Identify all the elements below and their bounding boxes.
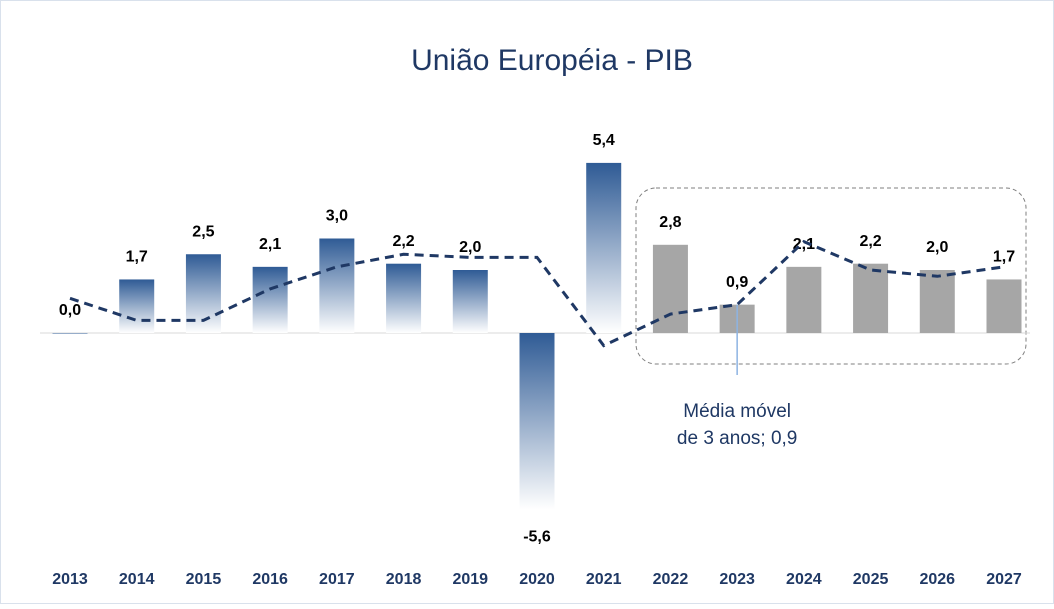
- bar: [252, 266, 288, 333]
- value-label: 1,7: [993, 249, 1015, 266]
- bar: [986, 279, 1022, 333]
- value-label: 2,0: [459, 239, 481, 256]
- value-label: 1,7: [126, 249, 148, 266]
- x-tick-label: 2024: [786, 571, 822, 588]
- x-tick-label: 2017: [319, 571, 355, 588]
- bar: [919, 270, 955, 333]
- x-tick-label: 2026: [919, 571, 955, 588]
- bar: [652, 244, 688, 333]
- x-tick-label: 2016: [252, 571, 288, 588]
- value-label: 3,0: [326, 208, 348, 225]
- bar: [119, 279, 155, 333]
- x-tick-label: 2025: [853, 571, 889, 588]
- bar: [52, 333, 88, 334]
- value-label: 2,2: [392, 233, 414, 250]
- x-tick-label: 2014: [119, 571, 155, 588]
- chart-title: União Européia - PIB: [411, 44, 693, 77]
- x-tick-label: 2022: [653, 571, 689, 588]
- value-label: -5,6: [523, 529, 551, 546]
- annotation: de 3 anos; 0,9: [677, 428, 797, 449]
- bar: [586, 162, 622, 333]
- x-tick-label: 2020: [519, 571, 555, 588]
- bar: [853, 263, 889, 333]
- bar: [519, 333, 555, 510]
- value-label: 0,0: [59, 302, 81, 319]
- x-tick-label: 2015: [186, 571, 222, 588]
- x-tick-label: 2027: [986, 571, 1022, 588]
- value-label: 2,5: [192, 223, 214, 240]
- x-tick-label: 2023: [719, 571, 755, 588]
- x-tick-label: 2013: [52, 571, 88, 588]
- value-label: 2,0: [926, 239, 948, 256]
- value-label: 2,1: [259, 236, 281, 253]
- value-label: 5,4: [593, 132, 615, 149]
- x-tick-label: 2021: [586, 571, 622, 588]
- forecast-box: [635, 187, 1027, 365]
- annotation: Média móvel: [683, 401, 791, 422]
- value-label: 2,8: [659, 214, 681, 231]
- bar: [452, 270, 488, 333]
- bar: [386, 263, 422, 333]
- x-tick-label: 2018: [386, 571, 422, 588]
- moving-average-line: [69, 239, 1005, 348]
- bar: [786, 266, 822, 333]
- value-label: 0,9: [726, 274, 748, 291]
- bar: [319, 238, 355, 333]
- value-label: 2,2: [859, 233, 881, 250]
- x-tick-label: 2019: [452, 571, 488, 588]
